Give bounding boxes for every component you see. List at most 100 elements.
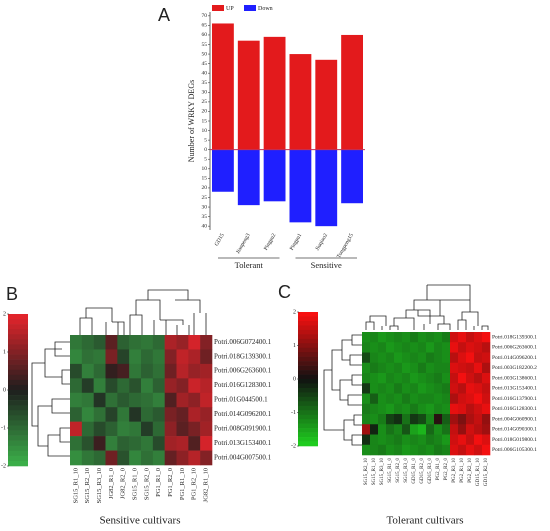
heatmap-cell [200,450,213,466]
heatmap-cell [442,414,451,425]
heatmap-cell [482,352,491,364]
heatmap-cell [188,378,201,394]
heatmap-cell [418,424,427,435]
heatmap-cell [386,352,395,364]
heatmap-cell [141,407,154,422]
bar [237,149,260,206]
colorbar-step [8,425,28,431]
heatmap-cell [386,383,395,394]
column-label: SG15_R1_10 [72,468,79,503]
heatmap-cell [402,414,411,425]
bar [341,34,363,150]
heatmap-cell [105,450,118,466]
colorbar-step [8,349,28,355]
colorbar-step [298,383,318,389]
heatmap-cell [458,403,467,415]
bar [289,149,312,223]
colorbar-tick-label: 0 [3,387,6,393]
colorbar-step [298,387,318,393]
heatmap-cell [410,434,419,446]
heatmap-cell [458,373,467,384]
y-tick-label: 30 [202,90,208,96]
heatmap-cell [129,407,142,422]
row-label: Potri.003G182200.2 [492,365,537,371]
heatmap-cell [370,444,379,456]
heatmap-cell [410,362,419,374]
heatmap-cell [474,444,483,456]
heatmap-cell [362,403,371,415]
bar [212,149,234,192]
colorbar-step [8,405,28,411]
heatmap-cell [426,393,435,405]
colorbar-step [8,329,28,335]
heatmap-cell [81,349,94,365]
heatmap-cell [386,362,395,374]
row-label: Potri.014G096200.1 [214,410,272,418]
heatmap-cell [200,392,213,408]
heatmap-cell [474,332,483,343]
y-tick-label: 15 [202,118,208,124]
heatmap-cell [200,436,213,451]
heatmap-cell [152,436,165,451]
heatmap-cell [117,335,130,350]
group-label: Sensitive [311,260,342,270]
heatmap-cell [474,424,483,435]
heatmap-cell [458,414,467,425]
heatmap-cell [188,349,201,365]
heatmap-cell [370,393,379,405]
heatmap-cell [117,450,130,466]
column-label: SG15_R2_0 [396,458,401,483]
heatmap-cell [426,434,435,446]
y-tick-label: 10 [202,128,208,134]
heatmap-cell [434,403,443,415]
heatmap-cell [81,363,94,379]
colorbar-tick-label: 2 [3,311,6,317]
heatmap-cell [474,414,483,425]
heatmap-cell [117,378,130,394]
heatmap-cell [434,414,443,425]
colorbar-step [298,432,318,438]
heatmap-cell [129,363,142,379]
row-label: Potri.018G019800.1 [492,437,537,443]
y-tick-label: 45 [202,61,208,67]
heatmap-cell [418,403,427,415]
column-label: JG82_R1_10 [203,468,210,502]
heatmap-cell [426,383,435,394]
column-label: PG1_R2_0 [167,468,174,497]
heatmap-cell [81,392,94,408]
heatmap-cell [418,342,427,353]
colorbar-step [8,319,28,325]
heatmap-cell [450,373,459,384]
heatmap-cell [394,383,403,394]
heatmap-cell [378,424,387,435]
heatmap-cell [402,403,411,415]
heatmap-cell [176,335,189,350]
colorbar-step [298,428,318,433]
heatmap-cell [482,362,491,374]
y-tick-label: 25 [202,99,208,105]
heatmap-cell [370,342,379,353]
row-label: Potri.016G128300.1 [492,406,537,412]
column-label: PG2_R2_10 [468,458,473,483]
heatmap-cell [394,434,403,446]
column-label: SG15_R1_0 [132,468,139,500]
column-label: PG1_R1_10 [179,468,186,500]
heatmap-cell [410,414,419,425]
dendrogram-c-left [323,334,362,446]
x-tick-label: GD15 [214,232,226,247]
heatmap-cell [81,436,94,451]
y-tick-label: 15 [202,176,208,182]
heatmap-cell [129,436,142,451]
heatmap-cell [418,434,427,446]
heatmap-cell [378,362,387,374]
colorbar-step [298,423,318,429]
colorbar-step [8,339,28,345]
heatmap-cell [426,332,435,343]
heatmap-cell [410,424,419,435]
heatmap-cell [105,363,118,379]
heatmap-cell [362,332,371,343]
y-tick-label: 20 [202,109,208,115]
heatmap-cell [442,362,451,374]
heatmap-cell [482,403,491,415]
heatmap-cell [402,444,411,456]
